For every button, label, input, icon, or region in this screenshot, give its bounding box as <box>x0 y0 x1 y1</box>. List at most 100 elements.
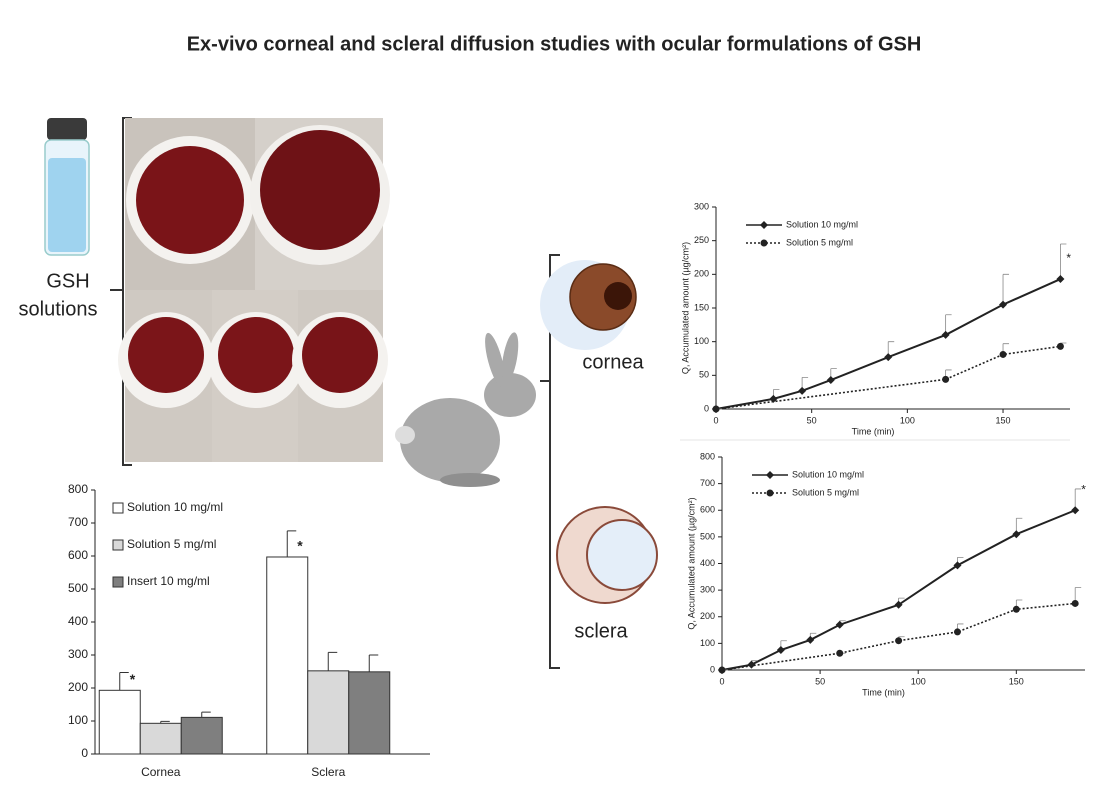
y-tick-label: 50 <box>699 370 709 380</box>
data-point <box>894 600 903 609</box>
y-tick-label: 200 <box>700 611 715 621</box>
x-tick-label: 50 <box>815 676 825 686</box>
y-axis-label: Q, Accumulated amount (µg/cm²) <box>686 497 696 629</box>
y-tick-label: 300 <box>700 585 715 595</box>
y-tick-label: 600 <box>700 505 715 515</box>
y-tick-label: 700 <box>700 478 715 488</box>
y-tick-label: 0 <box>81 746 88 760</box>
data-point <box>1012 605 1020 613</box>
solutions-label: solutions <box>19 298 98 320</box>
bar <box>307 670 350 755</box>
legend-label: Solution 10 mg/ml <box>792 469 864 479</box>
sclera-label: sclera <box>574 620 628 642</box>
legend-label: Solution 5 mg/ml <box>786 237 853 247</box>
annotation: * <box>130 671 136 687</box>
y-tick-label: 800 <box>68 482 88 496</box>
y-tick-label: 0 <box>710 664 715 674</box>
figure-title: Ex-vivo corneal and scleral diffusion st… <box>187 33 922 55</box>
data-point <box>953 561 962 570</box>
data-point <box>798 386 807 395</box>
legend-label: Solution 5 mg/ml <box>127 537 216 551</box>
y-tick-label: 300 <box>694 201 709 211</box>
y-tick-label: 400 <box>68 614 88 628</box>
data-point <box>826 376 835 385</box>
y-tick-label: 500 <box>68 581 88 595</box>
data-point <box>712 405 720 413</box>
x-tick-label: 100 <box>911 676 926 686</box>
rabbit-icon <box>395 332 536 487</box>
solutions-label: GSH <box>46 270 89 292</box>
y-tick-label: 100 <box>700 638 715 648</box>
bar <box>98 689 141 755</box>
data-point <box>769 394 778 403</box>
bar <box>266 556 309 755</box>
x-axis-label: Time (min) <box>852 426 895 436</box>
data-point <box>836 649 844 657</box>
bar <box>139 722 182 755</box>
y-tick-label: 700 <box>68 515 88 529</box>
x-tick-label: Sclera <box>311 765 345 779</box>
y-tick-label: 200 <box>694 269 709 279</box>
bar <box>180 716 223 755</box>
y-tick-label: 0 <box>704 403 709 413</box>
y-tick-label: 400 <box>700 558 715 568</box>
data-line <box>715 278 1061 410</box>
data-point <box>835 620 844 629</box>
data-point <box>760 239 768 247</box>
data-point <box>1071 599 1079 607</box>
legend-label: Solution 10 mg/ml <box>786 219 858 229</box>
data-line <box>721 509 1076 671</box>
sclera-icon <box>556 506 658 604</box>
vial-icon <box>44 118 90 256</box>
error-bar <box>327 651 338 671</box>
bar <box>348 671 391 755</box>
data-point <box>1056 275 1065 284</box>
annotation: * <box>1081 482 1086 496</box>
y-tick-label: 600 <box>68 548 88 562</box>
data-point <box>776 646 785 655</box>
data-point <box>1056 342 1064 350</box>
y-tick-label: 500 <box>700 531 715 541</box>
data-point <box>941 330 950 339</box>
bracket <box>540 254 560 669</box>
x-tick-label: 50 <box>807 415 817 425</box>
annotation: * <box>1066 251 1071 265</box>
error-bar <box>1002 273 1010 305</box>
x-tick-label: 150 <box>1009 676 1024 686</box>
data-point <box>747 660 756 669</box>
data-point <box>895 637 903 645</box>
data-point <box>999 350 1007 358</box>
y-tick-label: 800 <box>700 451 715 461</box>
error-bar <box>368 654 379 672</box>
x-tick-label: Cornea <box>141 765 181 779</box>
error-bar <box>201 711 211 718</box>
data-point <box>1071 506 1080 515</box>
y-tick-label: 200 <box>68 680 88 694</box>
data-point <box>766 489 774 497</box>
y-tick-label: 150 <box>694 302 709 312</box>
photo-grid <box>118 118 390 462</box>
annotation: * <box>297 538 303 554</box>
cornea-icon <box>540 260 637 350</box>
data-point <box>766 471 774 479</box>
data-point <box>718 666 726 674</box>
data-point <box>1012 530 1021 539</box>
legend-swatch <box>112 539 124 551</box>
error-bar <box>119 671 129 691</box>
error-bar <box>1060 243 1067 280</box>
legend-label: Solution 5 mg/ml <box>792 487 859 497</box>
x-tick-label: 0 <box>719 676 724 686</box>
y-tick-label: 300 <box>68 647 88 661</box>
y-tick-label: 250 <box>694 235 709 245</box>
data-line <box>721 602 1076 671</box>
legend-label: Insert 10 mg/ml <box>127 574 210 588</box>
y-axis-label: Q, Accumulated amount (µg/cm²) <box>680 242 690 374</box>
data-point <box>953 628 961 636</box>
data-point <box>806 635 815 644</box>
x-axis-label: Time (min) <box>862 687 905 697</box>
legend-swatch <box>112 576 124 588</box>
x-tick-label: 150 <box>996 415 1011 425</box>
legend-label: Solution 10 mg/ml <box>127 500 223 514</box>
cornea-label: cornea <box>582 351 644 373</box>
